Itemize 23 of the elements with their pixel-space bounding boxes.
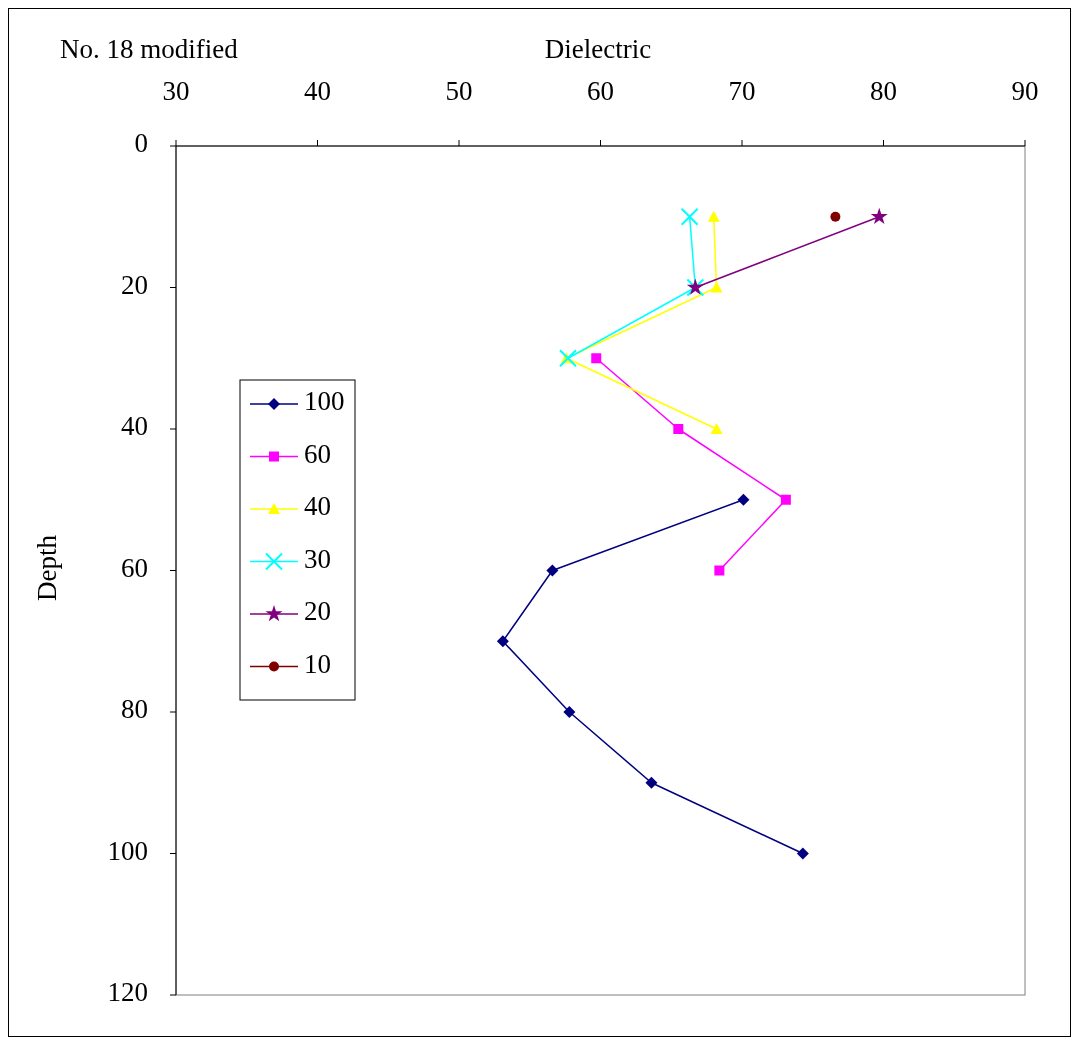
y-tick-label: 60 xyxy=(121,552,148,583)
legend-label: 20 xyxy=(304,596,331,627)
x-tick-label: 60 xyxy=(587,76,614,107)
legend-label: 100 xyxy=(304,386,345,417)
x-tick-label: 70 xyxy=(728,76,756,107)
x-tick-label: 80 xyxy=(870,76,897,107)
x-axis-title: Dielectric xyxy=(544,34,652,65)
x-tick-label: 30 xyxy=(162,76,190,107)
y-tick-label: 20 xyxy=(121,269,148,300)
y-tick-label: 0 xyxy=(134,128,148,159)
x-tick-label: 90 xyxy=(1011,76,1039,107)
legend-label: 40 xyxy=(304,491,331,522)
y-tick-label: 100 xyxy=(107,835,148,866)
legend-label: 60 xyxy=(304,438,331,469)
legend-label: 30 xyxy=(304,543,331,574)
y-tick-label: 40 xyxy=(121,411,148,442)
y-tick-label: 80 xyxy=(121,694,148,725)
x-tick-label: 50 xyxy=(445,76,473,107)
y-axis-title: Depth xyxy=(32,534,63,601)
chart-title: No. 18 modified xyxy=(60,34,239,65)
y-tick-label: 120 xyxy=(107,977,148,1008)
legend-label: 10 xyxy=(304,648,331,679)
x-tick-label: 40 xyxy=(304,76,331,107)
